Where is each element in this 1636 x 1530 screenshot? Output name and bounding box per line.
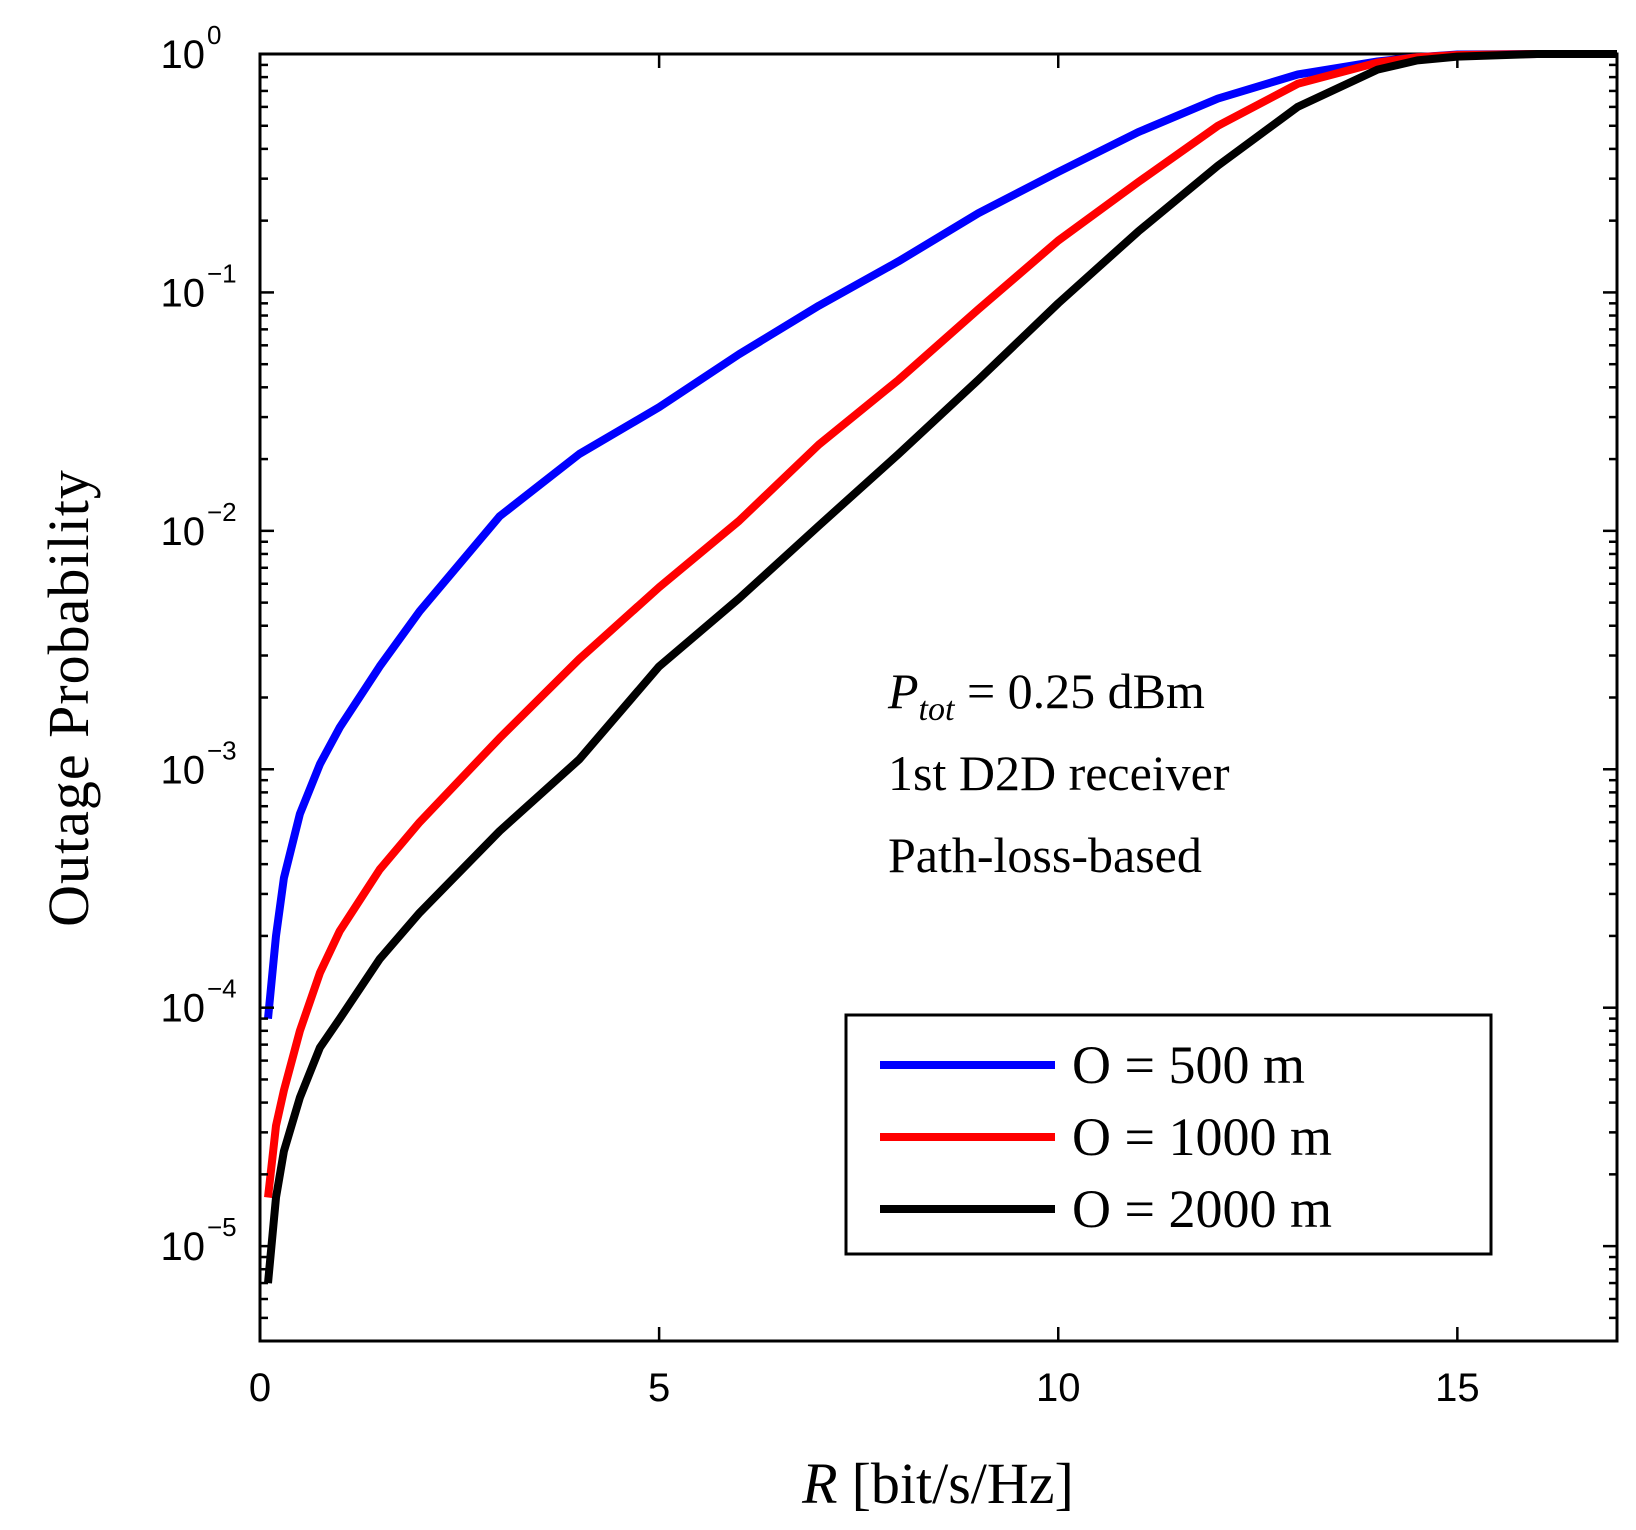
annotation-subscript: tot [919,691,956,728]
legend-label: O = 500 m [1072,1035,1305,1095]
y-tick-label: 10 −5 [161,1212,237,1269]
ticks-layer [258,52,1617,1343]
annotation-rest: = 0.25 dBm [954,663,1205,719]
x-tick-labels: 0 5 10 15 [249,1366,1480,1410]
series-line [264,50,1617,1198]
y-tick-label: 10 −1 [161,258,237,315]
series-layer [264,50,1617,1284]
y-tick-base: 10 [161,33,206,77]
y-tick-exponent: −1 [207,258,237,288]
annotation-symbol: P [887,663,919,719]
annotation-line-3: Path-loss-based [888,827,1202,883]
y-tick-base: 10 [161,1225,206,1269]
y-tick-exponent: −3 [207,735,237,765]
annotation: Ptot = 0.25 dBm 1st D2D receiver Path-lo… [887,663,1230,883]
y-tick-label: 10 −4 [161,974,237,1031]
x-axis-unit: [bit/s/Hz] [852,1451,1074,1516]
y-tick-exponent: −5 [207,1212,237,1242]
series-line [264,50,1617,1284]
legend-label: O = 1000 m [1072,1107,1332,1167]
y-tick-base: 10 [161,748,206,792]
annotation-line-2: 1st D2D receiver [888,745,1230,801]
x-tick-label: 5 [648,1366,670,1410]
legend-box [844,1013,1493,1256]
x-tick-label: 15 [1435,1366,1480,1410]
x-tick-label: 0 [249,1366,271,1410]
legend-label: O = 2000 m [1072,1179,1332,1239]
x-axis-label: R [bit/s/Hz] [801,1451,1074,1516]
y-tick-labels: 10 −5 10 −4 10 −3 10 −2 10 −1 10 0 [161,20,237,1269]
y-tick-exponent: −2 [207,497,237,527]
y-tick-base: 10 [161,271,206,315]
annotation-line-1: Ptot = 0.25 dBm [887,663,1205,728]
x-axis-variable: R [801,1451,837,1516]
legend: O = 500 m O = 1000 m O = 2000 m [844,1013,1493,1256]
y-tick-exponent: 0 [207,20,221,50]
y-tick-label: 10 −3 [161,735,237,792]
y-tick-base: 10 [161,510,206,554]
y-tick-label: 10 −2 [161,497,237,554]
y-tick-label: 10 0 [161,20,222,77]
y-tick-exponent: −4 [207,974,237,1004]
x-tick-label: 10 [1036,1366,1081,1410]
y-axis-label: Outage Probability [36,469,101,927]
y-tick-base: 10 [161,987,206,1031]
